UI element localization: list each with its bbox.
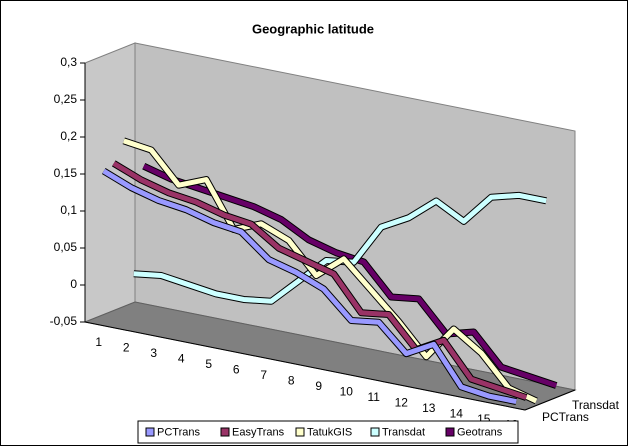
depth-tick-label: Transdat: [572, 398, 620, 412]
y-tick-label: 0,05: [54, 240, 78, 254]
x-tick-label: 4: [178, 351, 185, 365]
legend-swatch: [370, 427, 380, 437]
legend-label: Transdat: [382, 426, 425, 438]
chart-title: Geographic latitude: [252, 21, 374, 36]
x-tick-label: 10: [340, 384, 354, 398]
series-line: [112, 161, 528, 400]
x-tick-label: 7: [260, 368, 267, 382]
x-tick-label: 13: [422, 401, 436, 415]
y-tick-label: 0,15: [54, 166, 78, 180]
y-tick-label: 0,3: [60, 55, 77, 69]
legend-label: Geotrans: [457, 426, 503, 438]
y-tick-label: 0,1: [60, 203, 77, 217]
depth-tick-label: PCTrans: [542, 410, 589, 424]
x-tick-label: 5: [205, 357, 212, 371]
legend-label: TatukGIS: [307, 426, 352, 438]
y-tick-label: 0,2: [60, 129, 77, 143]
x-tick-label: 14: [450, 406, 464, 420]
x-tick-label: 12: [395, 395, 409, 409]
legend-label: PCTrans: [157, 426, 200, 438]
x-axis: [84, 321, 526, 411]
series-line: [102, 168, 517, 405]
legend-swatch: [445, 427, 455, 437]
x-tick-label: 8: [288, 373, 295, 387]
x-tick-label: 6: [233, 362, 240, 376]
x-tick-label: 2: [123, 340, 130, 354]
x-tick-label: 9: [315, 379, 322, 393]
legend-swatch: [295, 427, 305, 437]
y-tick-label: -0,05: [50, 314, 78, 328]
y-tick-label: 0: [70, 277, 77, 291]
series-line: [122, 138, 538, 404]
x-tick-label: 11: [368, 390, 381, 404]
depth-axis: [524, 389, 576, 411]
y-tick-label: 0,25: [54, 92, 78, 106]
x-tick-label: 1: [95, 335, 102, 349]
legend-label: EasyTrans: [232, 426, 285, 438]
legend-swatch: [145, 427, 155, 437]
x-tick-label: 3: [150, 346, 157, 360]
legend-box: [137, 420, 519, 444]
legend-swatch: [220, 427, 230, 437]
